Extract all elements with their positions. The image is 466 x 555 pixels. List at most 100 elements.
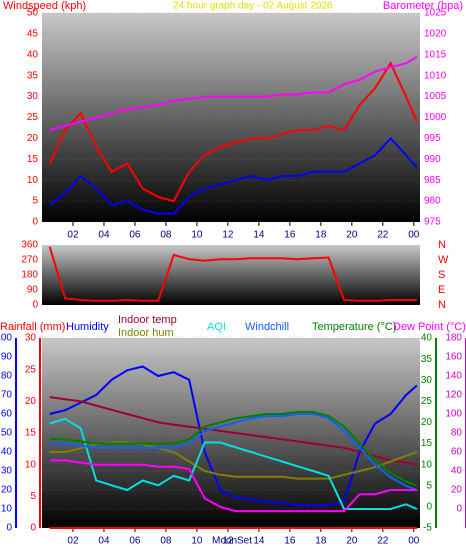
y-tick-label: 5 <box>30 491 36 502</box>
y-tick-label: 100 <box>0 333 12 344</box>
y-tick-label: 80 <box>1 371 13 382</box>
x-tick-label: 08 <box>160 230 172 241</box>
legend-entry: Indoor temp <box>118 314 177 326</box>
series-line <box>49 410 418 487</box>
legend-entry: AQI <box>207 321 226 333</box>
y-tick-label: 0 <box>426 502 432 513</box>
y-tick-label: 30 <box>1 466 13 477</box>
y-tick-label: 0 <box>6 523 12 534</box>
x-tick-label: 02 <box>67 230 79 241</box>
y-tick-label: 360 <box>21 240 38 251</box>
legend-entry: Humidity <box>66 321 109 333</box>
y-tick-label: 985 <box>424 175 441 186</box>
y-tick-label: 40 <box>421 333 433 344</box>
y-tick-label: 20 <box>421 417 433 428</box>
x-tick-label: 20 <box>346 536 358 547</box>
y-tick-label: 980 <box>424 196 441 207</box>
y-tick-label: 1020 <box>424 29 447 40</box>
x-tick-label: 18 <box>315 230 327 241</box>
y-tick-label: 140 <box>445 371 462 382</box>
y-tick-label: 120 <box>445 390 462 401</box>
y-tick-label: 0 <box>32 217 38 228</box>
y-tick-label: 40 <box>27 49 39 60</box>
direction-label: N <box>438 239 446 251</box>
x-tick-label: 22 <box>377 536 389 547</box>
series-line <box>49 136 418 215</box>
y-tick-label: 15 <box>421 438 433 449</box>
y-tick-label: 25 <box>27 112 39 123</box>
series-line <box>49 413 418 491</box>
y-tick-label: 50 <box>27 8 39 19</box>
y-tick-label: -5 <box>423 523 432 534</box>
legend-entry: Windchill <box>245 321 289 333</box>
y-tick-label: 10 <box>1 504 13 515</box>
y-tick-label: 90 <box>27 285 39 296</box>
x-tick-label: 10 <box>191 230 203 241</box>
y-tick-label: 25 <box>421 396 433 407</box>
y-tick-label: 20 <box>27 133 39 144</box>
y-tick-label: 1025 <box>424 8 447 19</box>
y-tick-label: 30 <box>421 375 433 386</box>
y-tick-label: 20 <box>1 485 13 496</box>
y-tick-label: 990 <box>424 154 441 165</box>
y-tick-label: 10 <box>27 175 39 186</box>
chart-title: 24 hour graph day - 02 August 2026 <box>173 1 333 12</box>
y-tick-label: 25 <box>25 364 37 375</box>
direction-label: E <box>438 284 445 296</box>
y-tick-label: 10 <box>421 459 433 470</box>
legend-entry: Dew Point (°C) <box>393 321 466 333</box>
y2-axis-title: Barometer (hpa) <box>383 0 463 12</box>
plot-area <box>42 13 420 222</box>
x-tick-label: 06 <box>129 536 141 547</box>
y-tick-label: 15 <box>27 154 39 165</box>
y-tick-label: 995 <box>424 133 441 144</box>
x-tick-label: 06 <box>129 230 141 241</box>
y-tick-label: 90 <box>1 352 13 363</box>
y-tick-label: 5 <box>32 196 38 207</box>
series-line <box>48 61 418 203</box>
y-tick-label: 35 <box>421 354 433 365</box>
y-tick-label: 1005 <box>424 91 447 102</box>
x-tick-label: 02 <box>67 536 79 547</box>
y-tick-label: 1000 <box>424 112 447 123</box>
y-tick-label: 40 <box>451 466 463 477</box>
x-tick-label: 08 <box>160 536 172 547</box>
y-tick-label: 20 <box>451 485 463 496</box>
x-tick-label: 16 <box>284 230 296 241</box>
x-tick-label: 14 <box>253 536 265 547</box>
plot-area <box>42 245 420 305</box>
x-tick-label: 14 <box>253 230 265 241</box>
x-tick-label: 16 <box>284 536 296 547</box>
series-line <box>49 441 418 480</box>
y-tick-label: 270 <box>21 255 38 266</box>
y-tick-label: 180 <box>445 333 462 344</box>
x-tick-label: 12 <box>222 230 234 241</box>
legend-entry: Indoor hum <box>118 327 174 339</box>
series-line <box>49 417 418 510</box>
y-tick-label: 1010 <box>424 70 447 81</box>
x-tick-label: 04 <box>98 536 110 547</box>
x-tick-label: 12 <box>222 536 234 547</box>
x-tick-label: 20 <box>346 230 358 241</box>
legend-entry: Rainfall (mm) <box>0 321 65 333</box>
y-tick-label: 975 <box>424 217 441 228</box>
y-tick-label: 20 <box>25 396 37 407</box>
y-tick-label: 160 <box>445 352 462 363</box>
y-tick-label: 0 <box>32 300 38 311</box>
y-tick-label: 80 <box>451 428 463 439</box>
y-tick-label: 50 <box>1 428 13 439</box>
y-tick-label: 60 <box>451 447 463 458</box>
y-tick-label: 70 <box>1 390 13 401</box>
y-tick-label: 30 <box>27 91 39 102</box>
y-tick-label: 60 <box>1 409 13 420</box>
direction-label: S <box>438 269 445 281</box>
x-tick-label: 22 <box>377 230 389 241</box>
y-tick-label: 15 <box>25 428 37 439</box>
y-tick-label: 0 <box>30 523 36 534</box>
x-tick-label: 00 <box>408 536 420 547</box>
y-tick-label: 30 <box>25 333 37 344</box>
direction-label: W <box>438 254 449 266</box>
series-line <box>48 246 417 302</box>
y-tick-label: 40 <box>1 447 13 458</box>
